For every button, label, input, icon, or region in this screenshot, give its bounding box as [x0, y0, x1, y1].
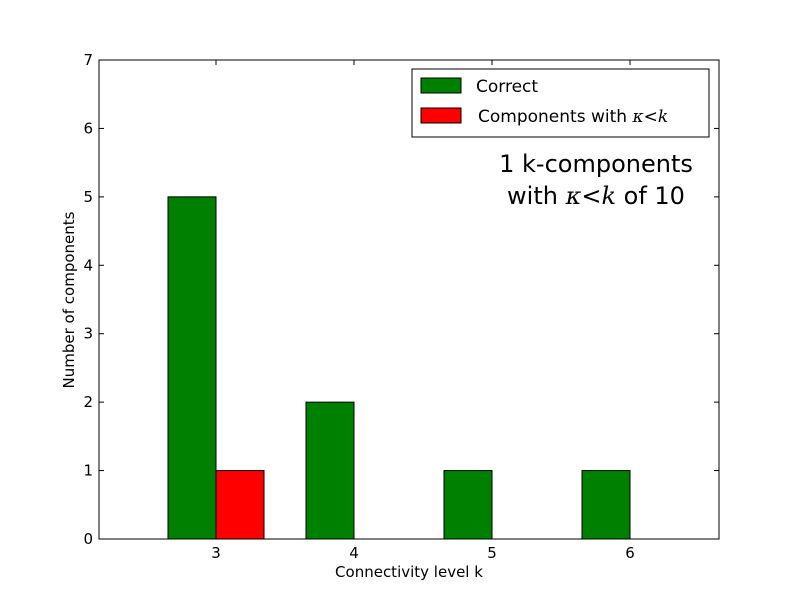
y-tick-label: 3: [83, 325, 93, 343]
y-tick-label: 1: [83, 462, 93, 480]
annotation-line-1: 1 k-components: [499, 150, 693, 178]
annotation: 1 k-components with κ<k of 10: [499, 150, 693, 210]
bar-correct-3: [167, 196, 217, 540]
x-tick-label: 6: [625, 544, 635, 562]
y-tick-label: 7: [83, 51, 93, 69]
bars-group: [167, 196, 631, 540]
plot-frame: [98, 59, 720, 540]
axes-group: 0 1 2 3 4 5 6 7 3 4 5 6: [83, 51, 720, 562]
x-tick-label: 5: [487, 544, 497, 562]
y-tick-label: 5: [83, 188, 93, 206]
legend-swatch-correct: [420, 77, 462, 94]
x-tick-label: 4: [349, 544, 359, 562]
bar-components-3: [215, 470, 265, 540]
y-tick-label: 4: [83, 256, 93, 274]
x-axis-title: Connectivity level k: [335, 563, 483, 581]
legend-label-components: Components with κ<k: [478, 107, 668, 127]
bar-correct-6: [581, 470, 631, 540]
legend-swatch-components: [420, 107, 462, 124]
y-axis-title: Number of components: [60, 211, 78, 388]
legend-label-correct: Correct: [476, 77, 538, 97]
x-tick-label: 3: [211, 544, 221, 562]
y-tick-label: 0: [83, 530, 93, 548]
y-tick-label: 2: [83, 393, 93, 411]
bar-correct-5: [443, 470, 493, 540]
y-tick-label: 6: [83, 119, 93, 137]
legend: Correct Components with κ<k: [411, 68, 710, 138]
bar-correct-4: [305, 401, 355, 540]
annotation-line-2: with κ<k of 10: [507, 182, 685, 210]
